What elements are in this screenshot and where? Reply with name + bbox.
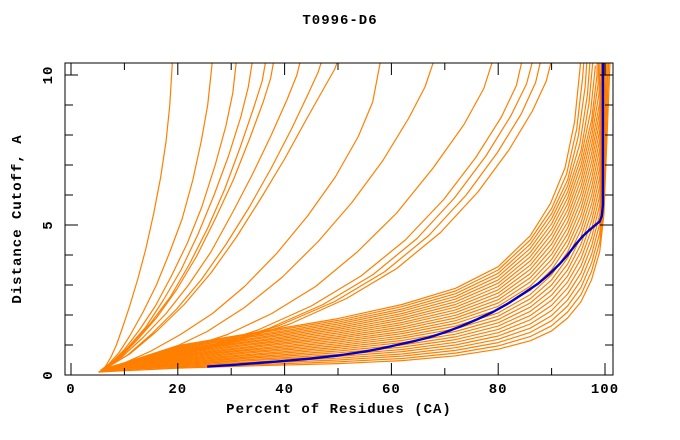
model-curve-41 — [98, 63, 585, 373]
model-curve-33 — [100, 63, 603, 372]
model-curve-23 — [98, 63, 605, 373]
model-curve-2 — [100, 63, 213, 372]
x-tick-label: 60 — [382, 382, 401, 398]
model-curve-11 — [102, 63, 434, 372]
model-curve-30 — [100, 77, 605, 372]
y-tick-label: 5 — [41, 220, 57, 229]
model-curve-25 — [102, 63, 605, 370]
model-curve-6 — [102, 63, 274, 370]
x-tick-label: 40 — [275, 382, 294, 398]
x-tick-label: 20 — [168, 382, 187, 398]
model-curve-17 — [98, 63, 611, 373]
model-curve-40 — [102, 63, 588, 370]
x-tick-label: 100 — [591, 382, 619, 398]
chart-title: T0996-D6 — [302, 13, 378, 29]
plot-border — [64, 62, 614, 376]
curves-group — [98, 63, 611, 373]
model-curve-36 — [100, 63, 598, 372]
x-axis-title: Percent of Residues (CA) — [226, 402, 452, 418]
model-curve-39 — [100, 63, 591, 372]
model-curve-34 — [102, 63, 601, 370]
model-curve-1 — [99, 63, 173, 372]
model-curve-22 — [102, 63, 606, 370]
model-curve-21 — [100, 63, 606, 372]
model-curve-38 — [98, 63, 594, 373]
model-curve-24 — [100, 63, 605, 372]
model-curve-27 — [100, 109, 605, 372]
model-curve-7 — [102, 63, 301, 370]
model-curve-10 — [102, 63, 381, 372]
x-tick-label: 80 — [489, 382, 508, 398]
model-curve-15 — [105, 63, 541, 369]
model-curve-26 — [98, 63, 605, 373]
model-curve-5 — [102, 63, 266, 371]
y-tick-label: 0 — [41, 370, 57, 379]
model-curve-3 — [100, 63, 237, 371]
y-axis-title: Distance Cutoff, A — [10, 134, 26, 304]
y-tick-label: 10 — [41, 66, 57, 85]
model-curve-12 — [102, 63, 493, 371]
model-curve-28 — [102, 98, 605, 370]
highlight-curve — [207, 63, 605, 368]
model-curve-9 — [105, 63, 338, 369]
model-curve-31 — [102, 63, 605, 370]
model-curve-37 — [102, 65, 596, 370]
model-curve-8 — [105, 63, 322, 369]
model-curve-32 — [98, 63, 604, 373]
model-curve-35 — [98, 63, 600, 373]
x-tick-label: 0 — [66, 382, 75, 398]
model-curve-42 — [100, 63, 582, 372]
model-curve-4 — [102, 63, 253, 371]
